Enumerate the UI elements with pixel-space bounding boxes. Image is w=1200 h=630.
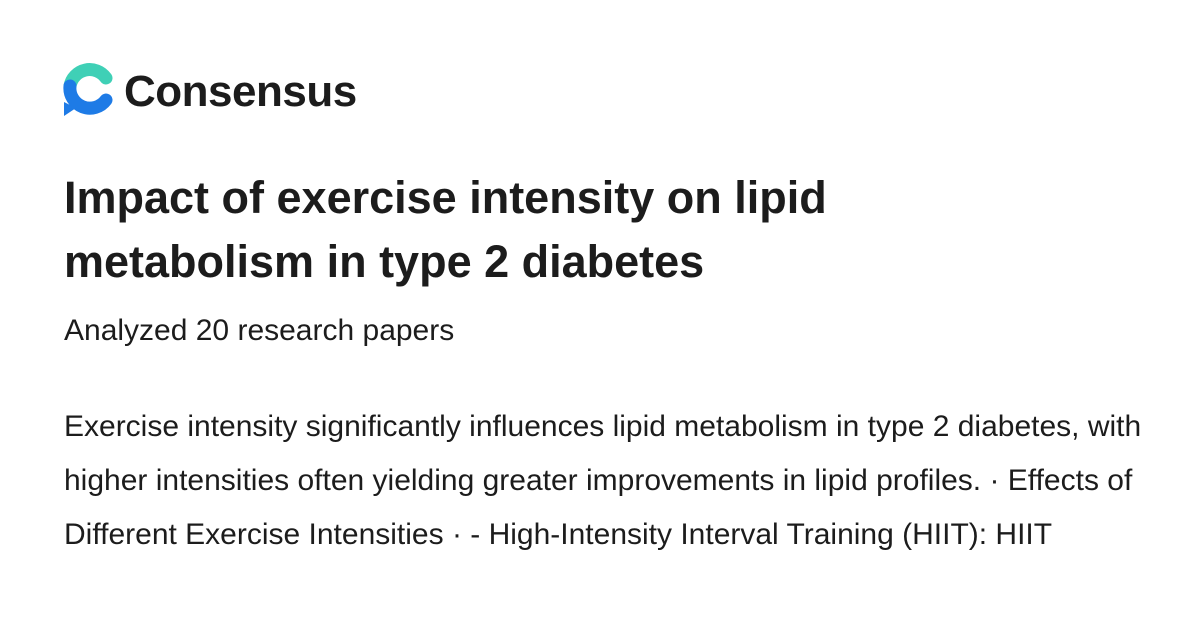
page-title: Impact of exercise intensity on lipid me… [64, 172, 827, 287]
brand-name: Consensus [124, 67, 357, 116]
subtitle: Analyzed 20 research papers [64, 314, 455, 347]
logo-icon [63, 63, 113, 116]
summary: Exercise intensity significantly influen… [64, 410, 1142, 551]
